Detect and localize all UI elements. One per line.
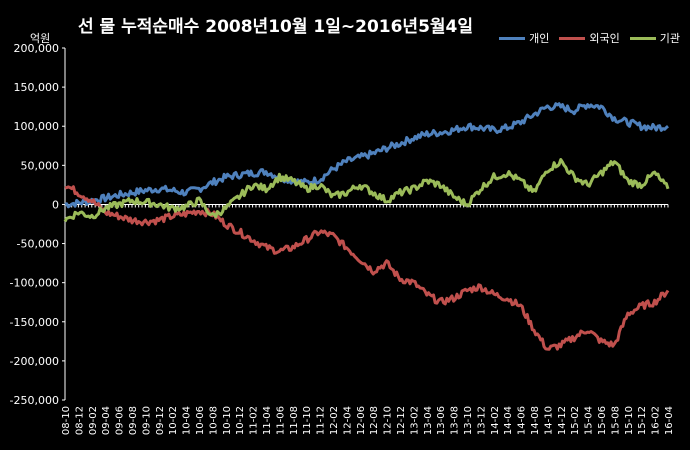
x-tick-label: 15-10 [624, 406, 635, 435]
x-tick-label: 15-08 [610, 406, 621, 435]
series-lines [63, 102, 670, 351]
x-tick-label: 15-02 [570, 406, 581, 435]
x-tick-label: 09-06 [115, 406, 126, 435]
y-tick-label: -250,000 [10, 394, 59, 407]
x-tick-label: 13-06 [436, 406, 447, 435]
x-tick-label: 09-02 [88, 406, 99, 435]
x-tick-label: 11-10 [302, 406, 313, 435]
legend-item: 외국인 [559, 30, 620, 46]
y-tick-label: -200,000 [10, 355, 59, 368]
x-tick-label: 15-06 [597, 406, 608, 435]
x-tick-label: 10-10 [222, 406, 233, 435]
series-line [64, 102, 669, 209]
x-tick-label: 10-12 [235, 406, 246, 435]
legend-label: 개인 [529, 32, 550, 45]
x-tick-label: 13-02 [409, 406, 420, 435]
x-tick-label: 14-12 [557, 406, 568, 435]
x-tick-label: 09-10 [141, 406, 152, 435]
x-tick-label: 09-04 [101, 406, 112, 435]
x-tick-label: 11-02 [249, 406, 260, 435]
x-tick-label: 10-02 [168, 406, 179, 435]
legend-label: 기관 [659, 32, 680, 45]
legend-item: 개인 [499, 30, 549, 46]
x-tick-label: 15-04 [584, 406, 595, 435]
x-tick-label: 09-12 [155, 406, 166, 435]
legend-label: 외국인 [589, 32, 620, 45]
unit-label: 억원 [30, 32, 51, 45]
x-tick-label: 14-08 [530, 406, 541, 435]
x-tick-label: 08-10 [61, 406, 72, 435]
y-tick-label: 150,000 [14, 81, 60, 94]
x-tick-label: 13-08 [450, 406, 461, 435]
x-tick-label: 11-12 [316, 406, 327, 435]
x-tick-label: 10-04 [182, 406, 193, 435]
y-tick-label: 0 [52, 198, 59, 211]
x-tick-label: 14-10 [543, 406, 554, 435]
legend-item: 기관 [629, 30, 680, 46]
x-tick-label: 15-12 [637, 406, 648, 435]
y-axis: 200,000 150,000 100,000 50,000 0 -50,000 -100,… [10, 42, 66, 407]
x-tick-label: 10-08 [208, 406, 219, 435]
x-tick-label: 13-10 [463, 406, 474, 435]
legend-swatch [559, 36, 586, 40]
y-tick-label: -50,000 [17, 238, 59, 251]
series-line [64, 185, 670, 351]
x-tick-label: 14-06 [517, 406, 528, 435]
x-tick-label: 12-10 [383, 406, 394, 435]
legend-swatch [629, 36, 656, 40]
series-line [63, 158, 670, 223]
x-tick-label: 11-08 [289, 406, 300, 435]
x-tick-label: 13-12 [476, 406, 487, 435]
x-tick-label: 16-02 [651, 406, 662, 435]
y-tick-label: 50,000 [21, 159, 60, 172]
legend-swatch [499, 36, 526, 40]
x-tick-label: 12-08 [369, 406, 380, 435]
y-tick-label: -150,000 [10, 316, 59, 329]
x-tick-label: 12-06 [356, 406, 367, 435]
x-axis: 08-10 08-12 09-02 09-04 09-06 09-08 09-10 09-12… [61, 203, 675, 435]
y-tick-label: -100,000 [10, 277, 59, 290]
x-tick-label: 14-04 [503, 406, 514, 435]
x-tick-label: 12-02 [329, 406, 340, 435]
x-tick-label: 16-04 [664, 406, 675, 435]
x-tick-label: 11-06 [275, 406, 286, 435]
x-tick-label: 13-04 [423, 406, 434, 435]
x-tick-label: 08-12 [74, 406, 85, 435]
x-tick-label: 14-02 [490, 406, 501, 435]
chart-title: 선 물 누적순매수 2008년10월 1일~2016년5월4일 [78, 17, 474, 37]
x-tick-label: 10-06 [195, 406, 206, 435]
y-tick-label: 100,000 [14, 120, 60, 133]
x-tick-label: 09-08 [128, 406, 139, 435]
x-tick-label: 12-12 [396, 406, 407, 435]
legend: 개인 외국인 기관 [499, 30, 680, 46]
x-tick-label: 12-04 [342, 406, 353, 435]
x-tick-label: 11-04 [262, 406, 273, 435]
y-tick-label: 200,000 [14, 42, 60, 55]
